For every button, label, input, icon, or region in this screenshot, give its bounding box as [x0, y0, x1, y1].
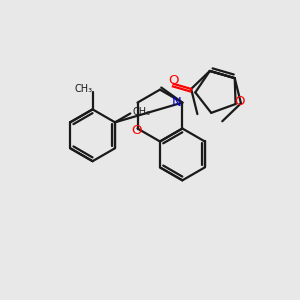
Text: O: O [234, 95, 245, 108]
Text: O: O [131, 124, 141, 137]
Text: CH₃: CH₃ [74, 84, 93, 94]
Text: O: O [168, 74, 179, 87]
Text: CH₃: CH₃ [132, 107, 151, 117]
Text: N: N [172, 96, 182, 109]
